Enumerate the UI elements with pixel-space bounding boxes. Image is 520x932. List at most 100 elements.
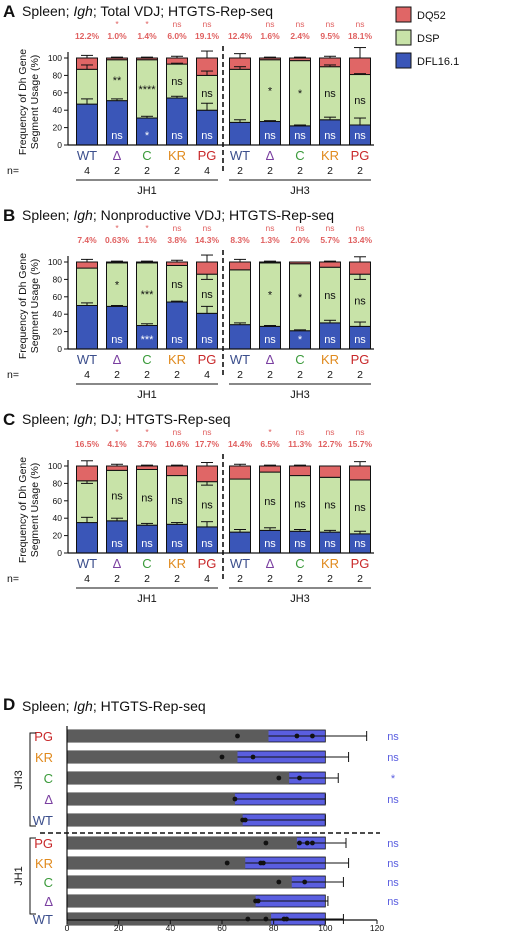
panel-d-point	[276, 879, 282, 885]
panel-c-bar-dq52	[319, 465, 341, 478]
panel-c-y-tick-label: 40	[53, 513, 63, 523]
panel-b-top-sig: ns	[356, 223, 365, 233]
panel-c-category: Δ	[266, 556, 275, 571]
panel-d-point	[250, 754, 256, 760]
panel-a-title-part: Igh	[73, 3, 93, 19]
panel-d-point	[284, 916, 289, 922]
panel-a-category: C	[142, 148, 151, 163]
panel-c-y-tick-label: 100	[48, 461, 62, 471]
panel-a-dq52-pct: 18.1%	[348, 31, 373, 41]
panel-d-row-label: C	[44, 771, 53, 786]
panel-c-category: WT	[77, 556, 97, 571]
panel-c-top-sig: *	[145, 427, 149, 437]
panel-c-y-tick-label: 80	[53, 478, 63, 488]
panel-d-group-label: JH3	[13, 770, 25, 790]
panel-a-category: C	[295, 148, 304, 163]
panel-a-n: 4	[84, 165, 90, 177]
panel-d-point	[242, 817, 248, 823]
panel-c-y-label-line: Frequency of Dh Gene	[17, 457, 29, 563]
panel-b-n: 2	[357, 369, 363, 381]
panel-b-category: C	[295, 352, 304, 367]
panel-b-top-sig: *	[145, 223, 149, 233]
panel-c-y-label: Frequency of Dh GeneSegment Usage (%)	[17, 457, 41, 563]
panel-a-dfl-sig: ns	[111, 130, 123, 142]
panel-c-dq52-pct: 17.7%	[195, 439, 220, 449]
panel-b-n: 2	[327, 369, 333, 381]
panel-a-n-label: n=	[7, 165, 19, 177]
panel-c-n: 2	[357, 573, 363, 585]
panel-a-dq52-pct: 1.0%	[107, 31, 127, 41]
panel-b-dq52-pct: 7.4%	[77, 235, 97, 245]
panel-a-dsp-sig: *	[268, 86, 273, 98]
panel-d-sig: ns	[387, 731, 399, 743]
panel-b-bar-dfl16.1	[229, 324, 251, 350]
panel-b-category: WT	[77, 352, 97, 367]
panel-d-x-tick-label: 80	[269, 923, 279, 932]
panel-b-dsp-sig: ns	[201, 289, 213, 301]
panel-d-point	[260, 860, 266, 866]
panel-b-n: 2	[237, 369, 243, 381]
panel-c-y-tick-label: 0	[57, 548, 62, 558]
panel-c-bar-dq52	[349, 465, 371, 481]
panel-c-category: PG	[198, 556, 217, 571]
panel-c-dsp-sig: ns	[294, 498, 306, 510]
panel-d-x-tick-label: 40	[166, 923, 176, 932]
panel-a-n: 2	[174, 165, 180, 177]
panel-c-top-sig: *	[268, 427, 272, 437]
panel-d-title-part: Spleen;	[22, 698, 73, 714]
panel-d-sig: *	[391, 773, 396, 785]
panel-a-category: KR	[321, 148, 339, 163]
panel-d-title: Spleen; Igh; HTGTS-Rep-seq	[22, 698, 206, 714]
panel-b-n: 2	[144, 369, 150, 381]
panel-b-dfl-sig: ns	[324, 334, 336, 346]
panel-b-dsp-sig: ns	[324, 290, 336, 302]
panel-d-point	[235, 733, 240, 739]
panel-c-bar-dfl16.1	[229, 531, 251, 554]
panel-d-point	[263, 840, 269, 846]
panel-c-dfl-sig: ns	[201, 538, 213, 550]
panel-d-row-label: Δ	[44, 792, 53, 807]
panel-b-y-tick-label: 0	[57, 344, 62, 354]
panel-b-category: C	[142, 352, 151, 367]
panel-c-n: 4	[204, 573, 210, 585]
panel-a-title-part: Spleen;	[22, 3, 73, 19]
panel-a-n: 2	[144, 165, 150, 177]
panel-c-category: C	[142, 556, 151, 571]
panel-d-bar-dark	[67, 730, 269, 742]
panel-b-y-tick-label: 100	[48, 257, 62, 267]
panel-d-group-bracket	[29, 732, 36, 827]
panel-a-bar-dfl16.1	[76, 103, 98, 146]
panel-a-bar-dq52	[289, 57, 311, 62]
panel-b-dsp-sig: *	[298, 292, 303, 304]
panel-c-title-part: Igh	[73, 411, 93, 427]
panel-d-sig: ns	[387, 794, 399, 806]
panel-a-dsp-sig: *	[298, 88, 303, 100]
panel-b-y-tick-label: 80	[53, 274, 63, 284]
panel-b-n-label: n=	[7, 369, 19, 381]
panel-b-dfl-sig: ns	[111, 334, 123, 346]
panel-b-y-tick-label: 60	[53, 292, 63, 302]
panel-d-row-label: WT	[33, 912, 53, 927]
panel-b-n: 4	[84, 369, 90, 381]
panel-b-category: PG	[351, 352, 370, 367]
panel-c-group-label: JH1	[137, 593, 157, 605]
panel-a-n: 4	[204, 165, 210, 177]
panel-c-n: 2	[174, 573, 180, 585]
panel-c-dq52-pct: 11.3%	[288, 439, 312, 449]
panel-b-n: 4	[204, 369, 210, 381]
panel-a-letter: A	[3, 2, 15, 21]
panel-b-bar-dfl16.1	[76, 305, 98, 350]
panel-c-dq52-pct: 14.4%	[228, 439, 253, 449]
panel-a-dfl-sig: ns	[294, 130, 306, 142]
panel-c-group-label: JH3	[290, 593, 310, 605]
panel-b-bar-dq52	[259, 261, 281, 264]
panel-b-dq52-pct: 2.0%	[290, 235, 310, 245]
panel-b-category: Δ	[113, 352, 122, 367]
panel-c-title-part: Spleen;	[22, 411, 73, 427]
panel-d-point	[276, 775, 282, 781]
panel-a-dq52-pct: 12.2%	[75, 31, 100, 41]
panel-c-n-label: n=	[7, 573, 19, 585]
panel-b-dfl-sig: ns	[354, 334, 366, 346]
panel-c-n: 4	[84, 573, 90, 585]
panel-d-point	[219, 754, 225, 760]
